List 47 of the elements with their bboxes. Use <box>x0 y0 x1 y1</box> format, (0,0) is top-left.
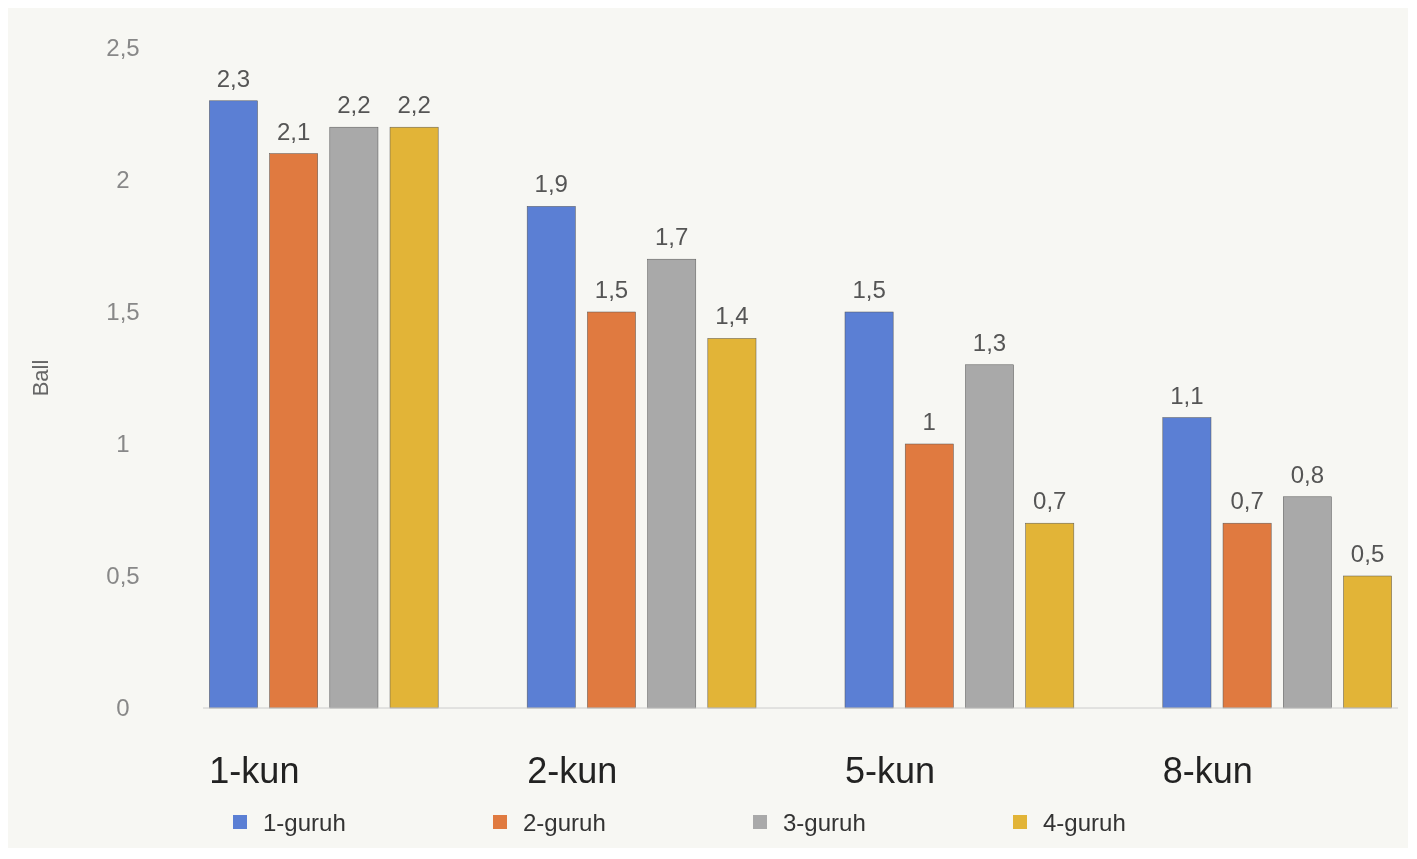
data-label: 1,1 <box>1170 381 1204 409</box>
x-tick-label: 5-kun <box>844 750 936 791</box>
data-label: 1,5 <box>852 276 886 303</box>
y-tick-label: 0,5 <box>106 562 140 590</box>
bar <box>707 338 757 709</box>
bar <box>209 100 258 709</box>
x-tick-label: 2-kun <box>527 750 618 791</box>
data-label: 0,7 <box>1033 487 1067 515</box>
y-tick-label: 2 <box>116 166 130 194</box>
bar <box>1283 496 1332 709</box>
y-tick-label: 2,5 <box>106 34 140 62</box>
data-label: 2,2 <box>397 91 431 119</box>
data-label: 2,2 <box>337 91 371 119</box>
bar <box>587 311 636 709</box>
data-label: 1,7 <box>655 223 689 251</box>
data-label: 1,3 <box>972 328 1007 356</box>
data-label: 0,7 <box>1230 487 1264 515</box>
data-label: 1 <box>922 408 936 435</box>
y-tick-label: 0 <box>116 694 130 722</box>
bar <box>329 126 379 709</box>
legend-label: 4-guruh <box>1043 809 1126 837</box>
y-axis-title: Ball <box>28 359 53 397</box>
y-tick-label: 1,5 <box>106 298 140 326</box>
legend-label: 2-guruh <box>523 809 606 837</box>
legend-label: 1-guruh <box>263 809 346 837</box>
data-label: 1,5 <box>594 276 629 303</box>
bar <box>389 126 439 709</box>
bar <box>526 206 576 709</box>
bar <box>1222 522 1272 709</box>
data-label: 0,8 <box>1290 460 1325 488</box>
x-tick-label: 8-kun <box>1162 750 1253 791</box>
bar <box>647 258 697 709</box>
y-tick-label: 1 <box>116 430 130 458</box>
bar <box>269 153 318 709</box>
bar <box>904 443 954 709</box>
data-label: 2,1 <box>276 117 311 145</box>
data-label: 2,3 <box>216 64 251 92</box>
bar <box>1162 417 1212 709</box>
bar <box>844 311 894 709</box>
data-label: 0,5 <box>1350 540 1385 567</box>
data-label: 1,4 <box>715 302 749 330</box>
legend-label: 3-guruh <box>783 809 866 837</box>
x-tick-label: 1-kun <box>209 750 300 791</box>
bar <box>965 364 1014 709</box>
bar <box>1343 575 1392 709</box>
data-label: 1,9 <box>534 170 568 198</box>
bar <box>1025 522 1075 709</box>
